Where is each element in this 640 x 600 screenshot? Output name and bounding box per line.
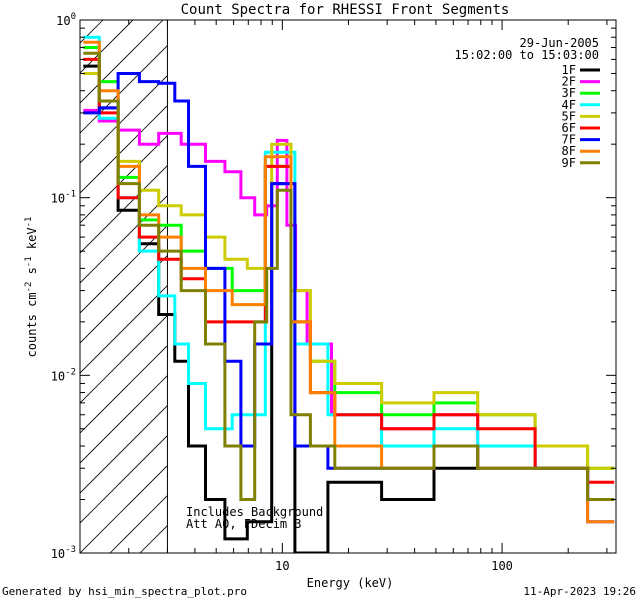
legend-label: 8F: [562, 144, 576, 158]
x-axis-label: Energy (keV): [307, 576, 394, 590]
hatch-line: [0, 20, 13, 553]
y-tick-label: 10-1: [51, 190, 76, 206]
hatch-line: [0, 20, 43, 553]
hatch-line: [80, 224, 168, 314]
y-tick-labels: 100 10-1 10-2 10-3: [51, 12, 76, 561]
hatch-line: [80, 74, 168, 164]
legend-label: 3F: [562, 86, 576, 100]
footer-timestamp: 11-Apr-2023 19:26: [523, 585, 636, 598]
y-tick-label: 10-3: [51, 545, 76, 561]
annotation-attenuator: Att A0, FDecim 3: [186, 517, 302, 531]
date-label: 29-Jun-2005: [520, 36, 599, 50]
y-tick-label: 10-2: [51, 367, 76, 383]
y-tick-label: 100: [56, 12, 76, 28]
hatch-line: [80, 104, 168, 194]
annotation-background: Includes Background: [186, 505, 323, 519]
series-line-1f: [83, 64, 615, 553]
hatched-region: [0, 20, 640, 553]
hatch-line: [80, 344, 168, 434]
legend-label: 1F: [562, 63, 576, 77]
chart-title: Count Spectra for RHESSI Front Segments: [181, 2, 510, 18]
hatch-line: [80, 374, 168, 464]
hatch-line: [80, 254, 168, 344]
hatch-lines: [0, 20, 640, 553]
hatch-line: [0, 20, 73, 553]
legend-label: 9F: [562, 156, 576, 170]
legend-label: 5F: [562, 109, 576, 123]
x-tick-labels: 10 100: [275, 559, 513, 573]
y-axis-label: counts cm-2 s-1 keV-1: [24, 217, 39, 358]
legend-label: 4F: [562, 98, 576, 112]
hatch-line: [80, 284, 168, 374]
x-tick-label: 10: [275, 559, 289, 573]
series-line-9f: [83, 51, 615, 501]
legend-label: 7F: [562, 133, 576, 147]
hatch-line: [80, 20, 104, 44]
hatch-line: [80, 404, 168, 494]
time-range-label: 15:02:00 to 15:03:00: [455, 48, 600, 62]
legend-label: 6F: [562, 121, 576, 135]
footer-generated-by: Generated by hsi_min_spectra_plot.pro: [2, 585, 247, 598]
x-tick-label: 100: [491, 559, 513, 573]
legend-label: 2F: [562, 75, 576, 89]
hatch-line: [260, 20, 640, 553]
axis-ticks: [80, 19, 616, 554]
hatch-line: [80, 434, 168, 524]
series-lines: [83, 35, 615, 553]
